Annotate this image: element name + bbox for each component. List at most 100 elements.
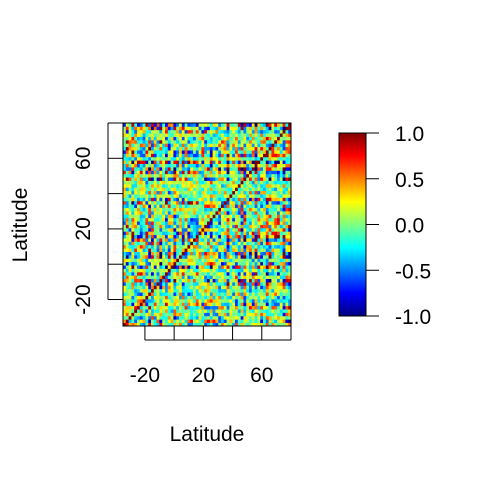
heatmap-cell [134, 312, 138, 317]
heatmap-cell [209, 238, 213, 242]
heatmap-cell [204, 292, 208, 296]
heatmap-cell [265, 312, 269, 317]
heatmap-cell [223, 227, 227, 232]
heatmap-cell [260, 231, 264, 236]
heatmap-cell [226, 315, 230, 320]
heatmap-cell [215, 288, 219, 293]
heatmap-cell [195, 133, 199, 137]
heatmap-cell [148, 312, 152, 317]
heatmap-cell [123, 244, 127, 249]
heatmap-cell [263, 309, 267, 313]
heatmap-cell [235, 285, 239, 290]
heatmap-cell [243, 180, 247, 185]
heatmap-cell [221, 288, 225, 293]
heatmap-cell [279, 183, 283, 188]
heatmap-cell [237, 204, 241, 208]
heatmap-cell [218, 166, 222, 171]
heatmap-cell [240, 241, 244, 246]
heatmap-cell [131, 258, 135, 263]
heatmap-cell [195, 150, 199, 154]
heatmap-cell [249, 146, 253, 151]
heatmap-cell [288, 224, 292, 229]
heatmap-cell [243, 214, 247, 219]
heatmap-cell [204, 160, 208, 164]
heatmap-cell [142, 312, 146, 317]
heatmap-cell [277, 248, 281, 252]
heatmap-cell [167, 153, 171, 158]
heatmap-cell [179, 210, 183, 215]
heatmap-cell [195, 295, 199, 300]
heatmap-cell [268, 271, 272, 276]
heatmap-cell [209, 166, 213, 171]
heatmap-cell [139, 221, 143, 225]
heatmap-cell [251, 285, 255, 290]
heatmap-cell [237, 183, 241, 188]
heatmap-cell [162, 183, 166, 188]
heatmap-cell [179, 166, 183, 171]
heatmap-cell [159, 187, 163, 192]
heatmap-cell [184, 315, 188, 320]
heatmap-cell [265, 221, 269, 225]
heatmap-cell [285, 123, 289, 127]
heatmap-cell [215, 166, 219, 171]
heatmap-cell [190, 166, 194, 171]
heatmap-cell [271, 261, 275, 266]
heatmap-cell [207, 238, 211, 242]
heatmap-cell [173, 126, 177, 131]
heatmap-cell [249, 248, 253, 252]
heatmap-cell [265, 194, 269, 198]
heatmap-cell [131, 312, 135, 317]
heatmap-cell [187, 143, 191, 148]
heatmap-cell [285, 197, 289, 202]
heatmap-cell [204, 271, 208, 276]
heatmap-cell [139, 278, 143, 283]
heatmap-cell [288, 160, 292, 164]
heatmap-cell [260, 197, 264, 202]
heatmap-cell [165, 285, 169, 290]
heatmap-cell [134, 194, 138, 198]
heatmap-cell [254, 322, 258, 327]
heatmap-cell [153, 207, 157, 212]
heatmap-cell [142, 177, 146, 181]
heatmap-cell [181, 143, 185, 148]
heatmap-cell [201, 271, 205, 276]
heatmap-cell [229, 315, 233, 320]
heatmap-cell [215, 231, 219, 236]
heatmap-cell [218, 224, 222, 229]
heatmap-cell [263, 312, 267, 317]
heatmap-cell [215, 207, 219, 212]
heatmap-cell [156, 319, 160, 324]
heatmap-cell [134, 187, 138, 192]
heatmap-cell [243, 285, 247, 290]
heatmap-cell [226, 312, 230, 317]
heatmap-cell [179, 187, 183, 192]
heatmap-cell [162, 248, 166, 252]
heatmap-cell [212, 288, 216, 293]
heatmap-cell [125, 170, 129, 175]
heatmap-cell [212, 170, 216, 175]
heatmap-cell [229, 163, 233, 168]
heatmap-cell [235, 210, 239, 215]
heatmap-cell [153, 305, 157, 310]
heatmap-cell [288, 143, 292, 148]
heatmap-cell [184, 261, 188, 266]
heatmap-cell [201, 241, 205, 246]
heatmap-cell [268, 123, 272, 127]
heatmap-cell [232, 285, 236, 290]
heatmap-cell [148, 150, 152, 154]
heatmap-cell [237, 302, 241, 307]
heatmap-cell [277, 312, 281, 317]
heatmap-cell [167, 123, 171, 127]
heatmap-cell [226, 265, 230, 269]
heatmap-cell [279, 251, 283, 256]
heatmap-cell [153, 292, 157, 296]
heatmap-cell [125, 210, 129, 215]
heatmap-cell [209, 183, 213, 188]
heatmap-cell [184, 285, 188, 290]
heatmap-cell [131, 146, 135, 151]
heatmap-cell [209, 254, 213, 259]
heatmap-cell [223, 150, 227, 154]
heatmap-cell [173, 214, 177, 219]
heatmap-cell [223, 298, 227, 303]
heatmap-cell [151, 221, 155, 225]
